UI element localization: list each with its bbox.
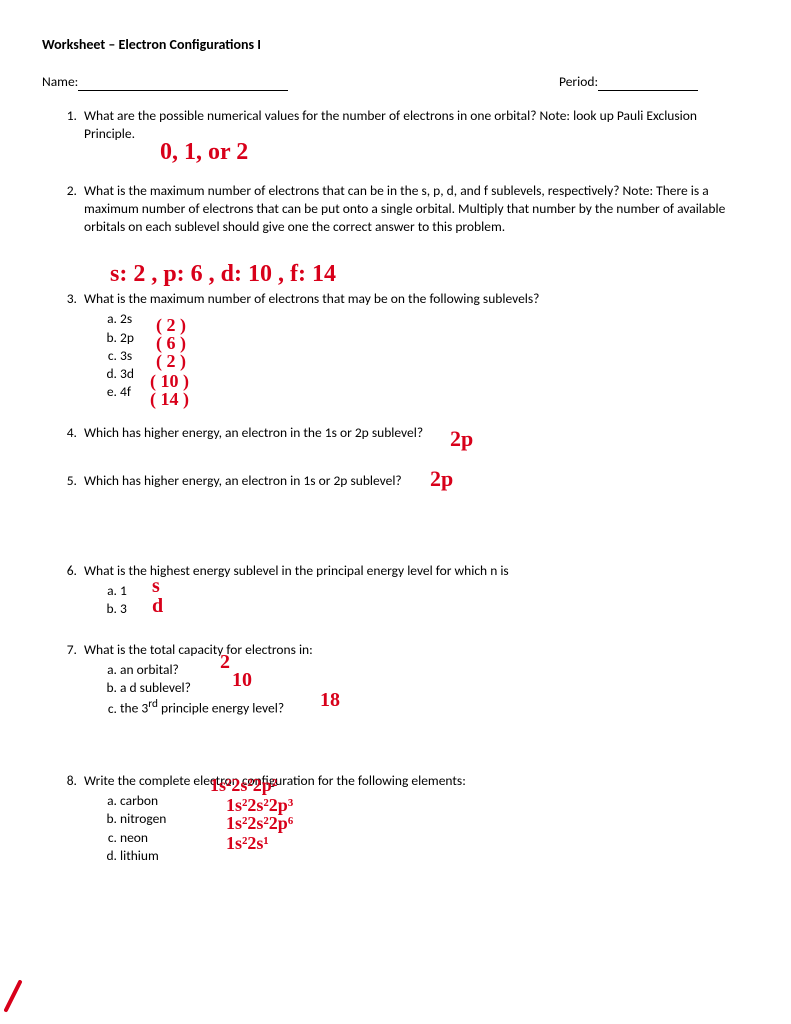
q7b: a d sublevel? — [120, 679, 749, 697]
q3a: 2s — [120, 310, 749, 328]
gap — [84, 402, 749, 412]
question-7: What is the total capacity for electrons… — [80, 641, 749, 760]
page-title: Worksheet – Electron Configurations I — [42, 36, 749, 55]
q3-text: What is the maximum number of electrons … — [84, 290, 539, 307]
q8a: carbon — [120, 792, 749, 810]
name-block: Name: — [42, 73, 362, 91]
q7c-post: principle energy level? — [158, 700, 284, 717]
q2-text: What is the maximum number of electrons … — [84, 182, 725, 235]
corner-mark-icon — [4, 980, 40, 1016]
period-block: Period: — [559, 73, 749, 91]
q3d: 3d — [120, 365, 749, 383]
question-3: What is the maximum number of electrons … — [80, 290, 749, 411]
gap — [84, 619, 749, 629]
q3-sublist: 2s 2p 3s 3d 4f — [98, 310, 749, 401]
q3e: 4f — [120, 383, 749, 401]
q1-text: What are the possible numerical values f… — [84, 107, 697, 142]
question-6: What is the highest energy sublevel in t… — [80, 562, 749, 629]
q8-text: Write the complete electron configuratio… — [84, 772, 466, 789]
q6b: 3 — [120, 600, 749, 618]
period-label: Period: — [559, 73, 598, 90]
q3c: 3s — [120, 347, 749, 365]
name-period-row: Name: Period: — [42, 73, 749, 91]
gap — [84, 718, 749, 760]
q8b: nitrogen — [120, 810, 749, 828]
gap — [84, 236, 749, 278]
q8c: neon — [120, 829, 749, 847]
period-line — [598, 77, 698, 92]
q7-sublist: an orbital? a d sublevel? the 3rd princi… — [98, 661, 749, 718]
question-2: What is the maximum number of electrons … — [80, 182, 749, 279]
q7c: the 3rd principle energy level? — [120, 697, 749, 718]
gap — [84, 442, 749, 460]
q6-text: What is the highest energy sublevel in t… — [84, 562, 509, 579]
question-5: Which has higher energy, an electron in … — [80, 472, 749, 550]
name-line — [78, 77, 288, 92]
question-4: Which has higher energy, an electron in … — [80, 424, 749, 460]
question-8: Write the complete electron configuratio… — [80, 772, 749, 865]
question-1: What are the possible numerical values f… — [80, 107, 749, 169]
q6-sublist: 1 3 — [98, 582, 749, 618]
q7-text: What is the total capacity for electrons… — [84, 641, 313, 658]
worksheet-page: Worksheet – Electron Configurations I Na… — [0, 0, 791, 1024]
q7c-pre: the 3 — [120, 700, 148, 717]
q5-text: Which has higher energy, an electron in … — [84, 472, 402, 489]
name-label: Name: — [42, 73, 78, 90]
q4-text: Which has higher energy, an electron in … — [84, 424, 423, 441]
gap — [84, 490, 749, 550]
gap — [84, 144, 749, 170]
question-list: What are the possible numerical values f… — [58, 107, 749, 865]
q8d: lithium — [120, 847, 749, 865]
q6a: 1 — [120, 582, 749, 600]
spacer — [362, 73, 559, 91]
q7c-sup: rd — [148, 697, 158, 711]
q7a: an orbital? — [120, 661, 749, 679]
q3b: 2p — [120, 329, 749, 347]
q8-sublist: carbon nitrogen neon lithium — [98, 792, 749, 865]
